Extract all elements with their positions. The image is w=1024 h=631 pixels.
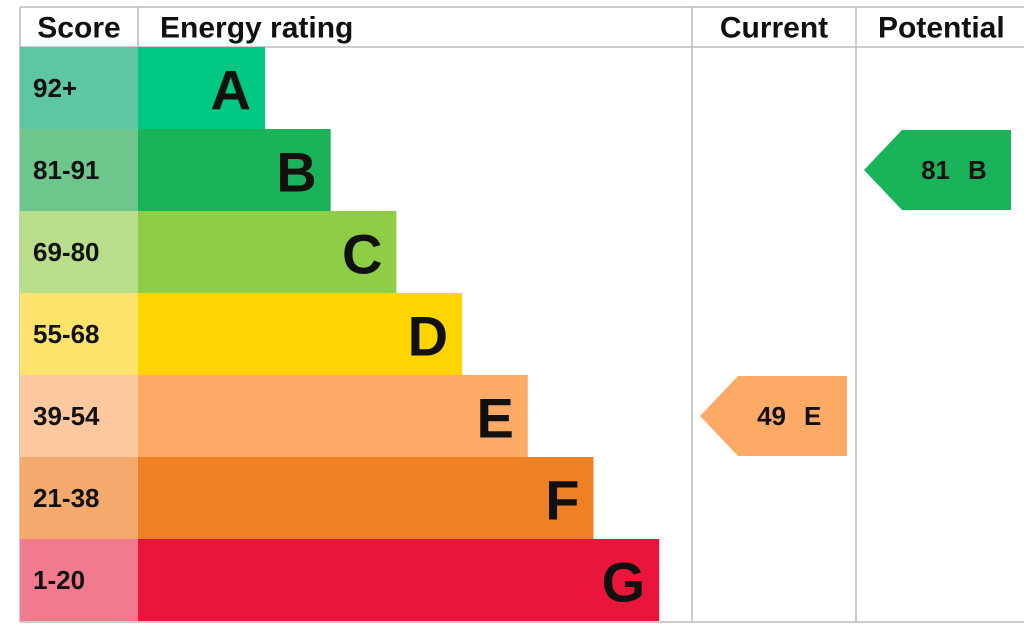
- score-cell: [20, 539, 138, 621]
- potential-letter: B: [968, 155, 987, 185]
- band-letter: A: [211, 59, 251, 122]
- potential-header: Potential: [878, 12, 1005, 45]
- band-score: 1-20: [33, 565, 85, 595]
- potential-value: 81: [921, 155, 950, 185]
- band-score: 92+: [33, 73, 77, 103]
- band-bar: [138, 375, 528, 457]
- band-letter: E: [476, 387, 513, 450]
- band-score: 69-80: [33, 237, 100, 267]
- band-bar: [138, 457, 594, 539]
- band-letter: B: [276, 141, 316, 204]
- score-cell: [20, 211, 138, 293]
- score-cell: [20, 457, 138, 539]
- band-score: 55-68: [33, 319, 100, 349]
- score-cell: [20, 129, 138, 211]
- current-value: 49: [757, 401, 786, 431]
- band-score: 21-38: [33, 483, 100, 513]
- score-cell: [20, 47, 138, 129]
- rating-header: Energy rating: [160, 12, 353, 45]
- band-bar: [138, 47, 265, 129]
- current-letter: E: [804, 401, 821, 431]
- band-letter: C: [342, 223, 382, 286]
- score-header: Score: [37, 12, 120, 45]
- band-letter: D: [408, 305, 448, 368]
- band-score: 81-91: [33, 155, 100, 185]
- band-bar: [138, 211, 397, 293]
- band-score: 39-54: [33, 401, 100, 431]
- band-bar: [138, 129, 331, 211]
- current-header: Current: [720, 12, 828, 45]
- potential-arrow: [864, 130, 1011, 210]
- score-cell: [20, 293, 138, 375]
- current-arrow: [700, 376, 847, 456]
- band-letter: F: [545, 469, 579, 532]
- score-cell: [20, 375, 138, 457]
- band-bar: [138, 539, 660, 621]
- band-bar: [138, 293, 463, 375]
- band-letter: G: [602, 551, 646, 614]
